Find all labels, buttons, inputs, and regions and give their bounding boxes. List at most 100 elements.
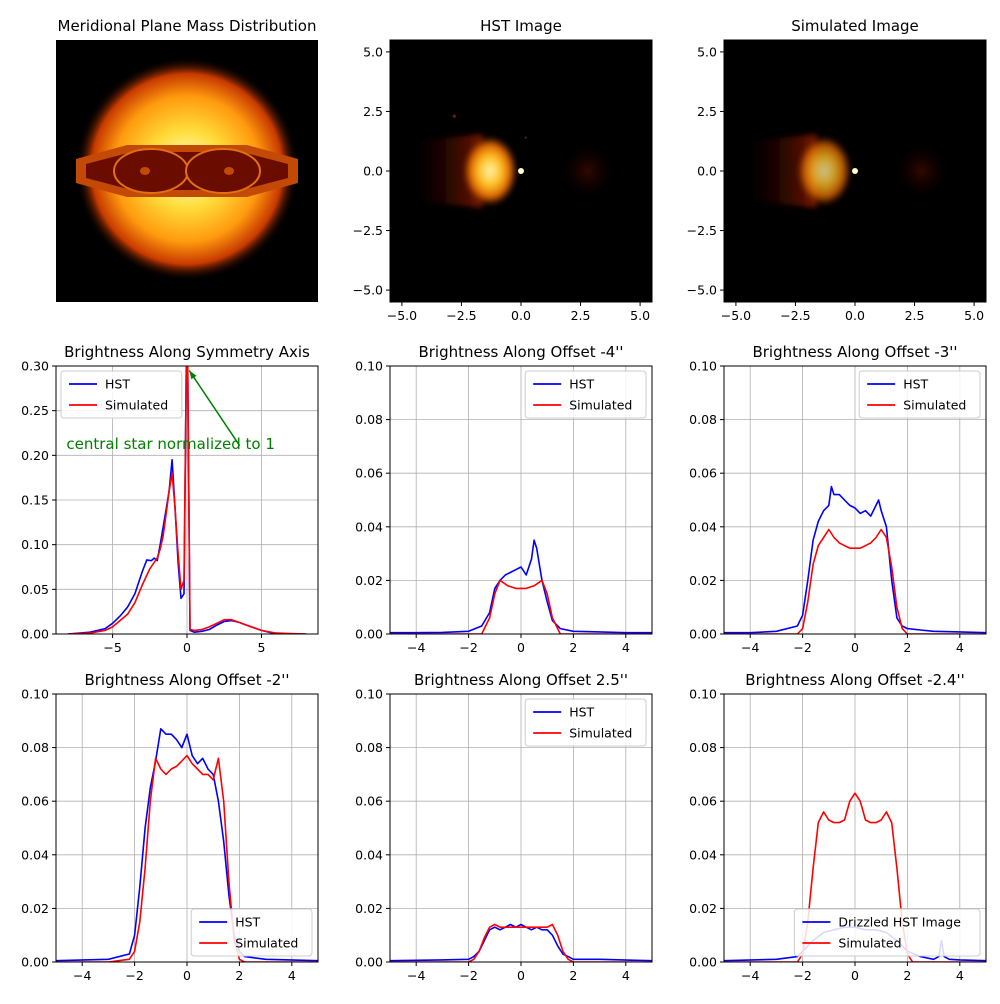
- line-chart-panel: −4 −2 0 2 4 0.00 0.02 0.04 0.06 0.08 0.10 HST Simula…: [355, 687, 653, 983]
- legend: Drizzled HST Image Simulated: [793, 908, 981, 957]
- x-tick-label: −2: [459, 968, 477, 983]
- x-tick-label: 2: [569, 968, 577, 983]
- x-tick-label: 0: [183, 968, 191, 983]
- legend-label: Simulated: [838, 936, 901, 951]
- y-tick-label: 0.25: [21, 403, 49, 418]
- panel-title: Brightness Along Offset -2.4'': [745, 671, 964, 689]
- y-tick-label: 0.0: [697, 164, 717, 179]
- x-tick-label: 2: [235, 968, 243, 983]
- y-tick-label: 0.06: [689, 466, 717, 481]
- x-tick-label: −5: [103, 640, 121, 655]
- y-tick-label: 0.04: [689, 519, 717, 534]
- x-tick-label: 4: [288, 968, 296, 983]
- line-chart-panel: −4 −2 0 2 4 0.00 0.02 0.04 0.06 0.08 0.10 HST Simula…: [355, 359, 653, 655]
- legend-label: HST: [105, 377, 130, 392]
- legend-label: HST: [569, 705, 594, 720]
- x-tick-label: −2: [793, 640, 811, 655]
- line-chart-panel: −4 −2 0 2 4 0.00 0.02 0.04 0.06 0.08 0.10 Drizzled …: [689, 687, 987, 983]
- y-tick-label: 0.20: [21, 448, 49, 463]
- panel-title: Brightness Along Offset -3'': [752, 343, 957, 361]
- x-tick-label: −4: [741, 968, 759, 983]
- y-tick-label: 0.06: [21, 794, 49, 809]
- series-line: [724, 528, 986, 634]
- x-tick-label: 5.0: [964, 308, 984, 323]
- legend-label: Simulated: [569, 726, 632, 741]
- y-tick-label: 0.00: [355, 955, 383, 970]
- x-tick-label: −2.5: [780, 308, 810, 323]
- y-tick-label: 0.00: [21, 627, 49, 642]
- y-tick-label: −5.0: [353, 283, 383, 298]
- x-tick-label: 4: [956, 640, 964, 655]
- legend: HST Simulated: [190, 908, 313, 957]
- x-tick-label: 4: [622, 968, 630, 983]
- y-tick-label: 0.08: [689, 412, 717, 427]
- x-tick-label: 4: [622, 640, 630, 655]
- y-tick-label: 0.30: [21, 359, 49, 374]
- x-tick-label: 0: [851, 968, 859, 983]
- y-tick-label: 0.10: [689, 687, 717, 702]
- series-line: [67, 366, 307, 634]
- y-tick-label: 0.10: [355, 687, 383, 702]
- y-tick-label: 0.06: [355, 466, 383, 481]
- annotation-arrow: [188, 370, 241, 447]
- x-tick-label: −2: [793, 968, 811, 983]
- y-tick-label: 2.5: [363, 104, 383, 119]
- legend-label: Simulated: [105, 398, 168, 413]
- panel-title: Simulated Image: [791, 17, 919, 35]
- y-tick-label: 0.00: [355, 627, 383, 642]
- x-tick-label: 2: [903, 640, 911, 655]
- legend-label: HST: [235, 915, 260, 930]
- line-chart-panel: −5 0 5 0.00 0.05 0.10 0.15 0.20 0.25 0.30 HST Simul…: [21, 359, 319, 655]
- x-tick-label: −2.5: [446, 308, 476, 323]
- y-tick-label: 0.08: [21, 740, 49, 755]
- x-tick-label: −5.0: [721, 308, 751, 323]
- series-line: [390, 539, 652, 634]
- y-tick-label: 0.0: [363, 164, 383, 179]
- simulated-image: −5.0 −2.5 0.0 2.5 5.0 5.0 2.5 0.0 −2.5 −5.0: [687, 39, 987, 323]
- y-tick-label: 0.02: [355, 901, 383, 916]
- y-tick-label: 0.06: [689, 794, 717, 809]
- panel-title: HST Image: [480, 17, 562, 35]
- x-tick-label: 5.0: [630, 308, 650, 323]
- y-tick-label: 0.02: [355, 573, 383, 588]
- y-tick-label: 0.04: [21, 847, 49, 862]
- y-tick-label: 0.05: [21, 582, 49, 597]
- y-tick-label: 0.00: [689, 955, 717, 970]
- y-tick-label: 0.08: [689, 740, 717, 755]
- y-tick-label: 0.10: [689, 359, 717, 374]
- y-tick-label: 0.02: [689, 901, 717, 916]
- series-line: [724, 792, 986, 962]
- x-tick-label: 2.5: [571, 308, 591, 323]
- x-tick-label: 2: [569, 640, 577, 655]
- legend-label: Simulated: [569, 398, 632, 413]
- legend: HST Simulated: [858, 370, 981, 419]
- x-tick-label: −5.0: [387, 308, 417, 323]
- y-tick-label: 0.04: [355, 519, 383, 534]
- x-tick-label: −4: [407, 968, 425, 983]
- y-tick-label: 0.15: [21, 493, 49, 508]
- y-tick-label: 0.08: [355, 740, 383, 755]
- x-tick-label: −2: [459, 640, 477, 655]
- series-line: [390, 923, 652, 962]
- legend: HST Simulated: [524, 698, 647, 747]
- legend-label: HST: [903, 377, 928, 392]
- legend-label: Drizzled HST Image: [838, 915, 961, 930]
- legend-label: Simulated: [903, 398, 966, 413]
- y-tick-label: 0.02: [689, 573, 717, 588]
- x-tick-label: −2: [125, 968, 143, 983]
- y-tick-label: 0.00: [21, 955, 49, 970]
- x-tick-label: 0: [851, 640, 859, 655]
- y-tick-label: −2.5: [353, 223, 383, 238]
- x-tick-label: 0: [183, 640, 191, 655]
- legend-label: HST: [569, 377, 594, 392]
- x-tick-label: 0: [517, 968, 525, 983]
- x-tick-label: 0: [517, 640, 525, 655]
- y-tick-label: 0.00: [689, 627, 717, 642]
- y-tick-label: 0.10: [21, 687, 49, 702]
- y-tick-label: 0.04: [355, 847, 383, 862]
- y-tick-label: 0.06: [355, 794, 383, 809]
- y-tick-label: −5.0: [687, 283, 717, 298]
- y-tick-label: 0.08: [355, 412, 383, 427]
- y-tick-label: 0.10: [355, 359, 383, 374]
